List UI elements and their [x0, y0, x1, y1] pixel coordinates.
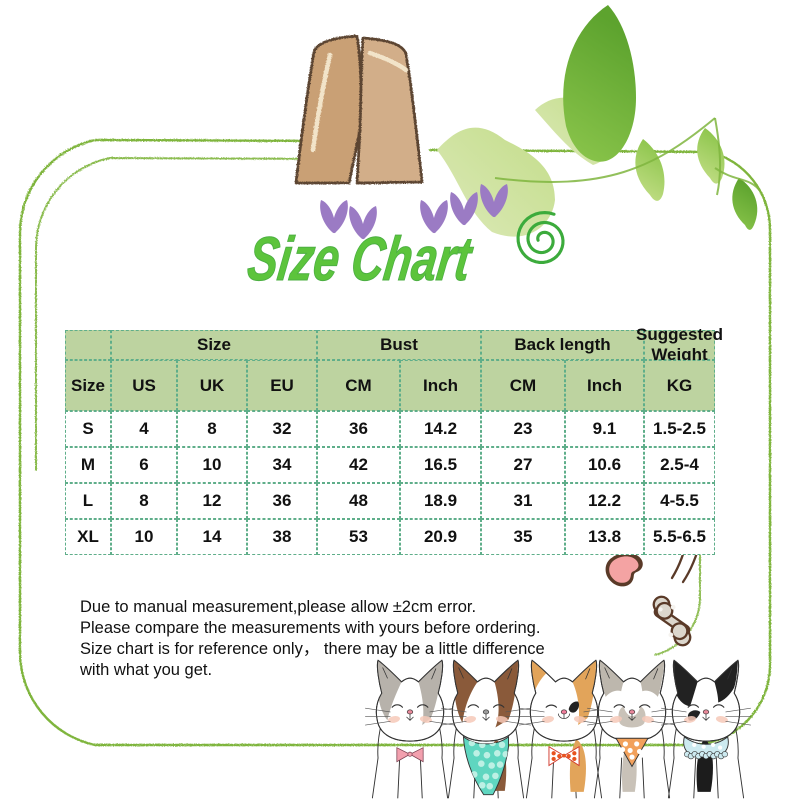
svg-text:Size Chart: Size Chart: [244, 225, 477, 294]
